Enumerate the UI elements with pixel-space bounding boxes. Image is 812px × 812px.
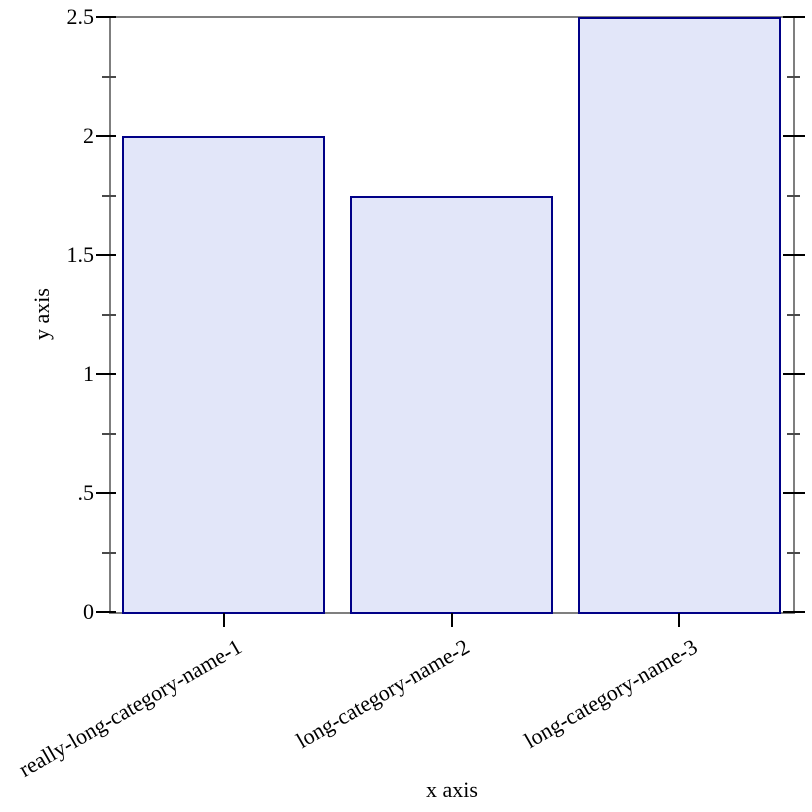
category-label: long-category-name-3 — [519, 633, 702, 754]
y-axis-minor-tick — [102, 75, 116, 78]
y-axis-major-tick-right — [783, 492, 805, 494]
y-axis-major-tick — [96, 135, 116, 137]
y-axis-major-tick-right — [783, 16, 805, 18]
y-axis-minor-tick-right — [787, 75, 800, 78]
y-axis-major-tick — [96, 16, 116, 18]
bar — [350, 195, 553, 614]
x-axis-tick — [678, 613, 681, 627]
y-tick-label: 2 — [83, 123, 94, 148]
y-axis-minor-tick-right — [787, 432, 800, 435]
y-axis-major-tick — [96, 492, 116, 494]
y-axis-minor-tick-right — [787, 551, 800, 554]
y-axis-minor-tick-right — [787, 194, 800, 197]
y-axis-major-tick-right — [783, 611, 805, 613]
y-axis-minor-tick — [102, 432, 116, 435]
y-axis-major-tick — [96, 254, 116, 256]
y-tick-label: 0 — [83, 599, 94, 624]
x-axis-title: x axis — [426, 777, 478, 802]
y-tick-label: 2.5 — [66, 4, 95, 29]
y-axis-minor-tick — [102, 194, 116, 197]
category-label: long-category-name-2 — [291, 633, 474, 754]
y-axis-major-tick — [96, 611, 116, 613]
bar — [577, 17, 781, 614]
bar — [122, 136, 326, 614]
y-axis-minor-tick — [102, 313, 116, 316]
y-tick-label: 1 — [83, 361, 94, 386]
y-axis-major-tick-right — [783, 373, 805, 375]
y-axis-minor-tick-right — [787, 313, 800, 316]
y-tick-label: .5 — [77, 480, 95, 505]
x-axis-tick — [450, 613, 453, 627]
y-axis-major-tick-right — [783, 254, 805, 256]
y-axis-major-tick-right — [783, 135, 805, 137]
y-tick-label: 1.5 — [66, 242, 95, 267]
x-axis-tick — [222, 613, 225, 627]
category-label: really-long-category-name-1 — [14, 633, 246, 782]
y-axis-minor-tick — [102, 551, 116, 554]
y-axis-major-tick — [96, 373, 116, 375]
y-axis-title: y axis — [29, 288, 54, 340]
